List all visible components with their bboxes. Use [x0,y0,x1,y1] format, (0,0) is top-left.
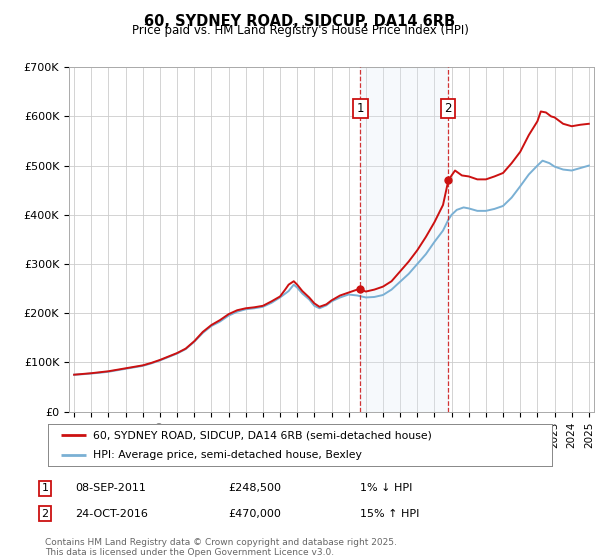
Text: Price paid vs. HM Land Registry's House Price Index (HPI): Price paid vs. HM Land Registry's House … [131,24,469,37]
Text: 2: 2 [445,102,452,115]
Text: 60, SYDNEY ROAD, SIDCUP, DA14 6RB: 60, SYDNEY ROAD, SIDCUP, DA14 6RB [145,14,455,29]
Text: 1% ↓ HPI: 1% ↓ HPI [360,483,412,493]
Text: 1: 1 [41,483,49,493]
Text: £470,000: £470,000 [228,508,281,519]
Text: HPI: Average price, semi-detached house, Bexley: HPI: Average price, semi-detached house,… [94,450,362,460]
Text: 2: 2 [41,508,49,519]
Text: Contains HM Land Registry data © Crown copyright and database right 2025.
This d: Contains HM Land Registry data © Crown c… [45,538,397,557]
Text: 15% ↑ HPI: 15% ↑ HPI [360,508,419,519]
Bar [361,67,448,412]
Text: 1: 1 [357,102,364,115]
Text: 24-OCT-2016: 24-OCT-2016 [75,508,148,519]
Text: 60, SYDNEY ROAD, SIDCUP, DA14 6RB (semi-detached house): 60, SYDNEY ROAD, SIDCUP, DA14 6RB (semi-… [94,430,432,440]
Text: £248,500: £248,500 [228,483,281,493]
Text: 08-SEP-2011: 08-SEP-2011 [75,483,146,493]
